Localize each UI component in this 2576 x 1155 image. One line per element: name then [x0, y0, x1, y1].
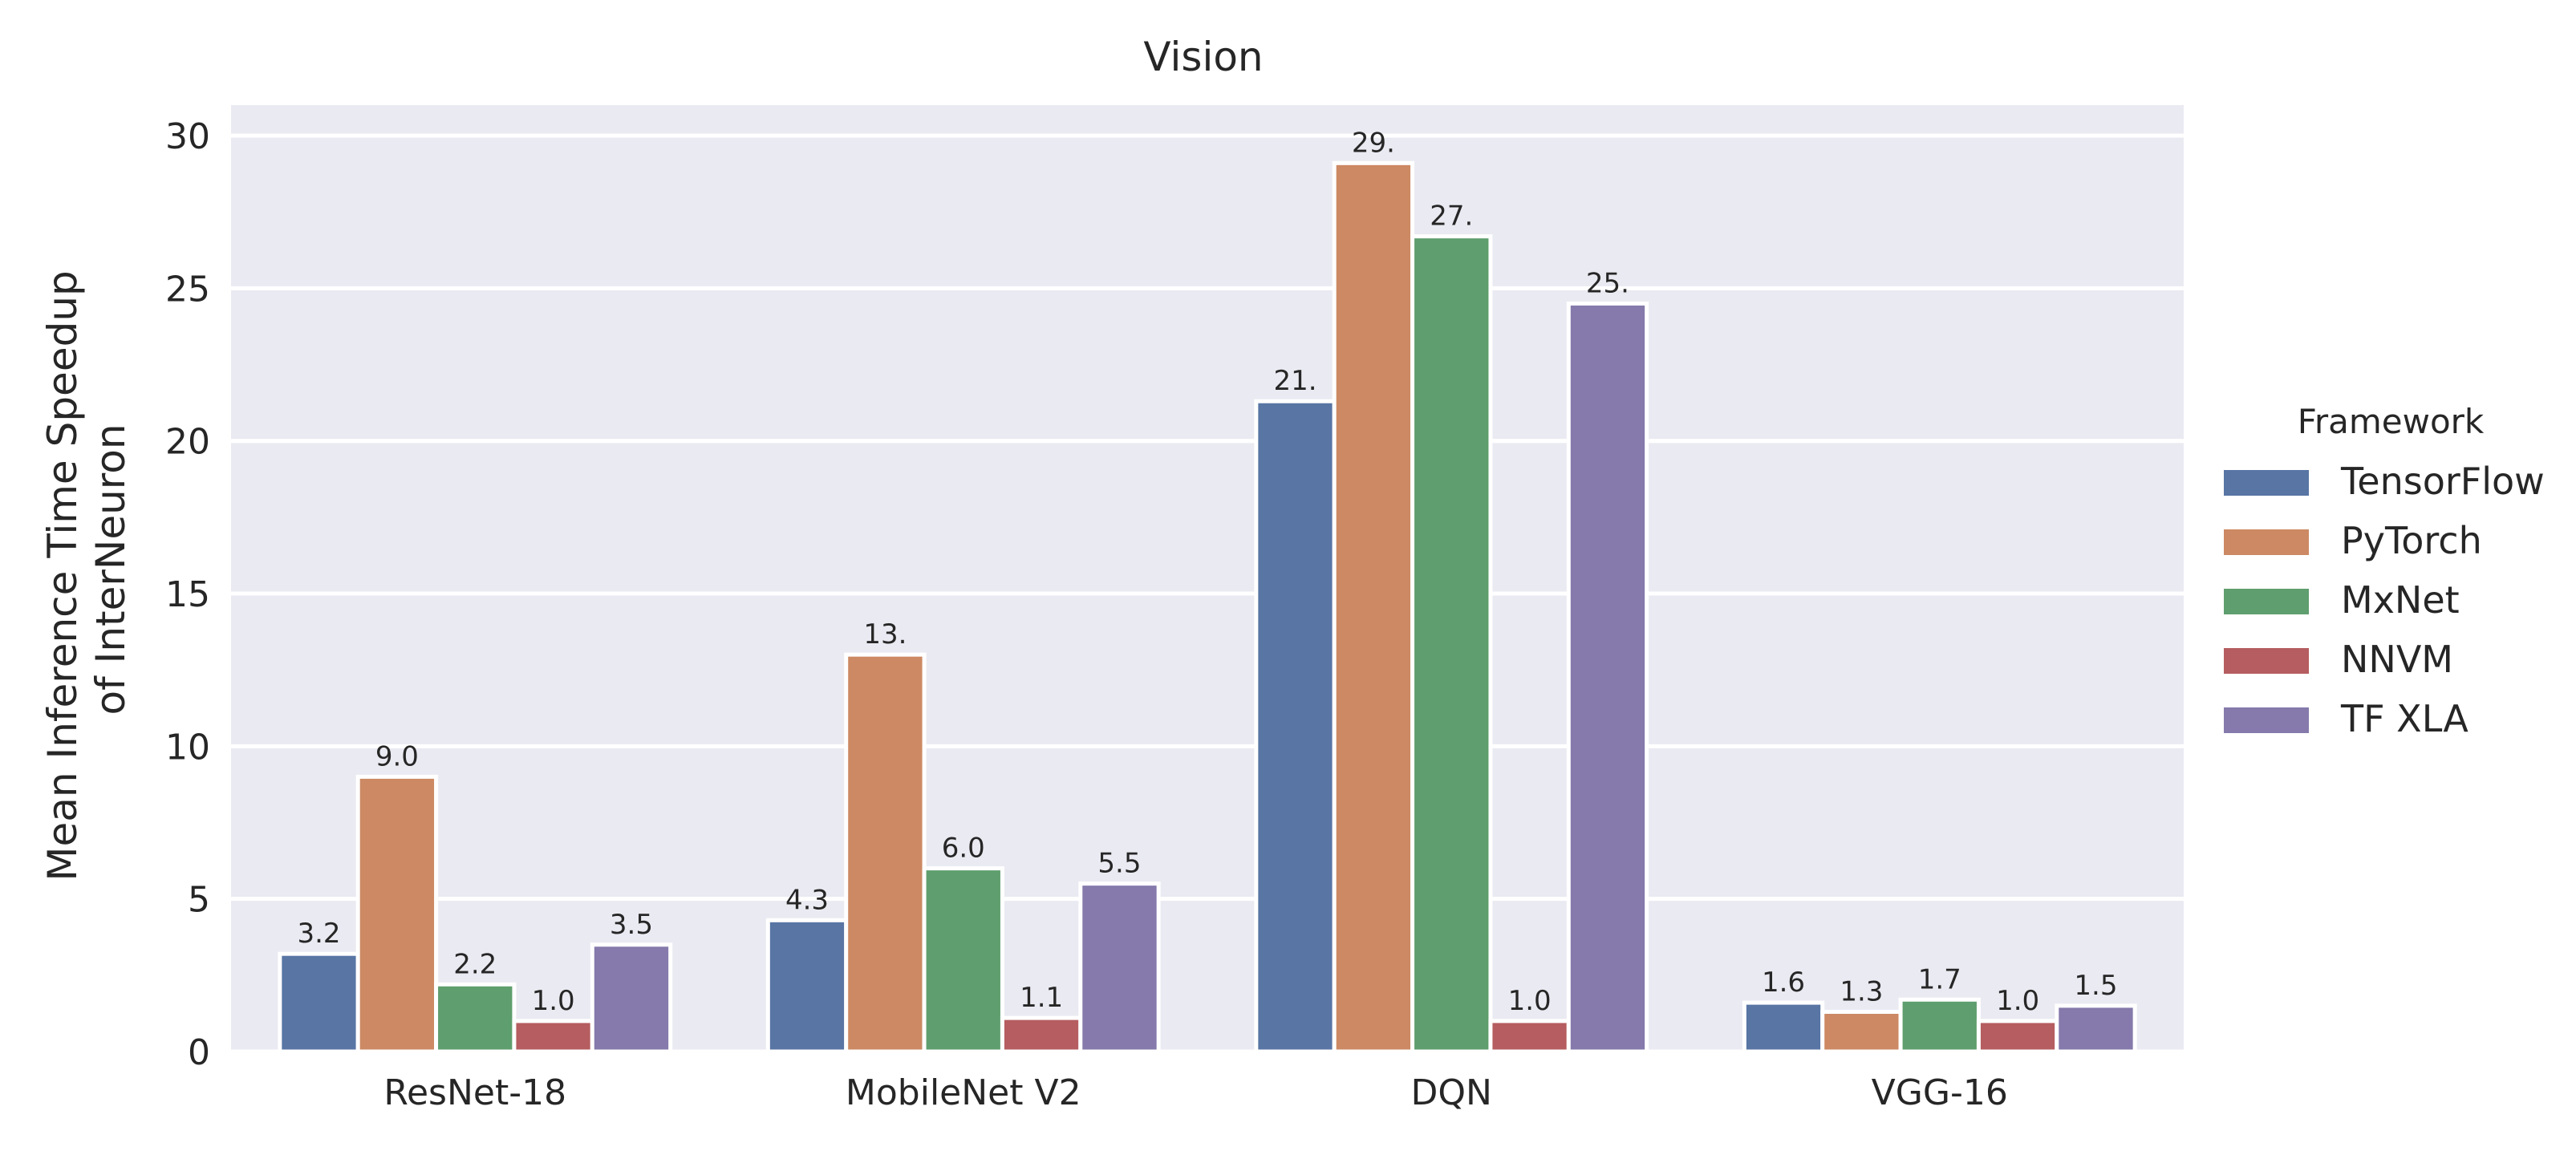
bar [844, 652, 927, 1054]
legend-label: TensorFlow [2340, 460, 2545, 503]
legend-swatch [2224, 707, 2309, 733]
bar [1976, 1019, 2059, 1054]
x-tick-label: MobileNet V2 [846, 1072, 1081, 1113]
bar [1742, 1000, 1825, 1054]
legend-label: NNVM [2341, 638, 2453, 681]
bar-value-label: 6.0 [942, 833, 985, 865]
bar [1078, 881, 1161, 1054]
chart-title: Vision [1143, 34, 1263, 80]
y-tick-label: 5 [188, 880, 210, 921]
bar-value-label: 27. [1430, 201, 1473, 233]
bar [590, 942, 673, 1054]
bar-value-label: 21. [1273, 365, 1316, 397]
bar-value-label: 29. [1352, 127, 1395, 159]
legend: Framework TensorFlow PyTorch MxNet NNVM TF X… [2224, 402, 2545, 740]
y-tick-label: 20 [165, 422, 210, 463]
bar-value-label: 1.0 [1508, 985, 1552, 1017]
y-axis-title-line-1: Mean Inference Time Speedup [39, 270, 86, 881]
legend-swatch [2224, 529, 2309, 555]
bar-value-label: 2.2 [453, 948, 497, 980]
x-tick-labels: ResNet-18 MobileNet V2 DQN VGG-16 [383, 1072, 2007, 1113]
bar-value-label: 3.5 [610, 909, 653, 941]
y-tick-label: 0 [188, 1032, 210, 1073]
bar-value-label: 1.0 [532, 985, 575, 1017]
bar-value-label: 3.2 [297, 918, 340, 950]
bar-value-label: 5.5 [1097, 848, 1141, 880]
bar [1566, 301, 1649, 1054]
bar [1488, 1019, 1571, 1054]
bar [1254, 399, 1337, 1054]
bar [1898, 997, 1981, 1054]
bar-value-label: 25. [1586, 267, 1629, 299]
bar [765, 918, 849, 1054]
bar-value-label: 4.3 [785, 884, 829, 916]
bar-value-label: 1.0 [1996, 985, 2039, 1017]
y-tick-label: 15 [165, 574, 210, 615]
y-axis-title: Mean Inference Time Speedup of InterNeur… [39, 257, 134, 881]
plot-background [231, 105, 2184, 1052]
bar-value-label: 1.7 [1918, 963, 1961, 995]
x-tick-label: ResNet-18 [383, 1072, 566, 1113]
y-axis-title-line-2: of InterNeuron [87, 424, 134, 715]
y-tick-labels: 0 5 10 15 20 25 30 [165, 116, 210, 1073]
bar [1410, 234, 1493, 1054]
bar [1820, 1010, 1903, 1054]
bar [512, 1019, 594, 1054]
y-tick-label: 30 [165, 116, 210, 157]
legend-label: PyTorch [2341, 519, 2482, 562]
bar [1332, 160, 1415, 1054]
grid-lines [231, 133, 2184, 1054]
legend-items: TensorFlow PyTorch MxNet NNVM TF XLA [2224, 460, 2545, 740]
bar [2055, 1003, 2137, 1054]
bar [355, 774, 439, 1054]
bar-labels: 3.2 9.0 2.2 1.0 3.5 4.3 13. 6.0 1.1 5.5 21. 29. 27. 1… [297, 127, 2117, 1017]
bar-value-label: 1.3 [1840, 976, 1883, 1008]
legend-label: MxNet [2341, 578, 2460, 622]
bar [278, 951, 360, 1054]
y-tick-label: 10 [165, 727, 210, 768]
bar [1000, 1015, 1083, 1054]
y-tick-label: 25 [165, 269, 210, 310]
bar [922, 866, 1004, 1054]
bar-value-label: 1.1 [1020, 982, 1063, 1014]
bar [434, 982, 517, 1054]
legend-swatch [2224, 589, 2309, 614]
bars [278, 160, 2137, 1054]
x-tick-label: VGG-16 [1872, 1072, 2008, 1113]
bar-value-label: 9.0 [375, 740, 419, 772]
bar-value-label: 13. [863, 618, 907, 650]
legend-title: Framework [2298, 402, 2485, 441]
x-tick-label: DQN [1411, 1072, 1492, 1113]
bar-value-label: 1.6 [1762, 967, 1805, 999]
legend-label: TF XLA [2340, 697, 2468, 740]
legend-swatch [2224, 648, 2309, 674]
bar-value-label: 1.5 [2074, 970, 2117, 1002]
legend-swatch [2224, 470, 2309, 496]
